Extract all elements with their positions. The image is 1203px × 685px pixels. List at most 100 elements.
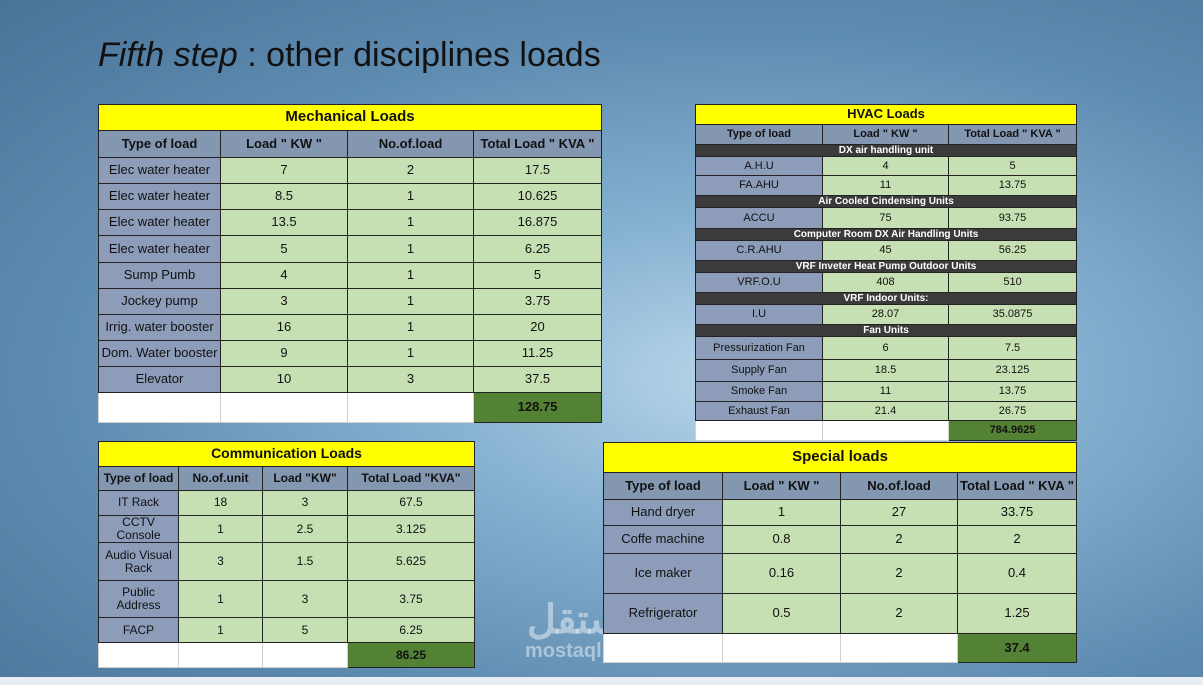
table-body: Special loads Type of load Load " KW " No.o… [603,442,1077,663]
table-row: 86.25 [98,642,476,669]
blank-cell [695,420,823,441]
value-cell: 10.625 [472,183,603,210]
table-row: Elec water heater 7 2 17.5 [98,157,603,184]
value-cell: 1 [347,314,474,341]
slide-title: Fifth step : other disciplines loads [98,36,601,75]
value-cell: 93.75 [947,207,1078,229]
value-cell: 11 [822,381,949,402]
table-row: Jockey pump 3 1 3.75 [98,288,603,315]
label-cell: Elec water heater [98,235,221,263]
value-cell: 1 [178,617,263,644]
table-row: VRF.O.U 408 510 [695,272,1078,293]
table-title: Communication Loads [97,441,476,467]
column-header: No.of.load [840,472,958,500]
blank-cell [178,642,263,669]
value-cell: 2 [957,525,1077,554]
value-cell: 11.25 [472,340,603,367]
table-row: Communication Loads [97,441,476,467]
value-cell: 45 [822,240,949,261]
column-header: Load " KW " [722,472,841,500]
label-cell: A.H.U [695,156,823,176]
value-cell: 3 [262,580,348,619]
special-table: Special loads Type of load Load " KW " No.o… [603,442,1077,663]
value-cell: 0.16 [722,553,841,594]
total-cell: 128.75 [472,392,603,423]
hvac-table: HVAC Loads Type of load Load " KW " Total L… [694,104,1078,441]
table-row: 784.9625 [695,420,1078,441]
label-cell: Elevator [98,366,221,393]
value-cell: 56.25 [947,240,1078,261]
table-row: Fan Units [694,324,1078,337]
label-cell: Exhaust Fan [695,401,823,421]
label-cell: Jockey pump [98,288,221,315]
label-cell: C.R.AHU [695,240,823,261]
label-cell: Public Address [98,580,179,619]
table-row: Elevator 10 3 37.5 [98,366,603,393]
value-cell: 2 [347,157,474,184]
communication-table: Communication Loads Type of load No.of.uni… [97,441,476,669]
label-cell: Smoke Fan [695,381,823,402]
value-cell: 1 [347,340,474,367]
value-cell: 2.5 [262,514,348,544]
value-cell: 4 [220,262,348,289]
table-row: Elec water heater 8.5 1 10.625 [98,183,603,210]
table-row: 128.75 [98,392,603,423]
value-cell: 1 [347,235,474,263]
table-body: Communication Loads Type of load No.of.uni… [97,441,476,669]
total-cell: 86.25 [346,642,476,669]
label-cell: Elec water heater [98,183,221,210]
value-cell: 1.25 [957,593,1077,634]
total-cell: 784.9625 [947,420,1078,441]
value-cell: 3 [347,366,474,393]
table-title: HVAC Loads [694,104,1078,125]
title-italic: Fifth step [98,36,238,74]
table-title: Mechanical Loads [97,104,603,131]
label-cell: Refrigerator [603,593,723,634]
table-row: IT Rack 18 3 67.5 [98,490,476,516]
value-cell: 20 [472,314,603,341]
value-cell: 33.75 [957,499,1077,526]
table-title: Special loads [603,442,1077,473]
column-header: No.of.unit [178,466,263,491]
value-cell: 75 [822,207,949,229]
value-cell: 0.4 [957,553,1077,594]
table-row: C.R.AHU 45 56.25 [695,240,1078,261]
blank-cell [347,392,474,423]
value-cell: 23.125 [947,359,1078,382]
blank-cell [722,633,841,663]
label-cell: I.U [695,304,823,325]
value-cell: 6 [822,336,949,360]
value-cell: 37.5 [472,366,603,393]
blank-cell [220,392,348,423]
value-cell: 9 [220,340,348,367]
value-cell: 1 [178,580,263,619]
column-header: Type of load [98,130,221,158]
value-cell: 67.5 [346,490,476,516]
column-header: No.of.load [347,130,474,158]
column-header: Total Load " KVA " [957,472,1077,500]
column-header: Type of load [695,124,823,145]
value-cell: 7.5 [947,336,1078,360]
title-rest: : other disciplines loads [237,36,601,74]
label-cell: Ice maker [603,553,723,594]
label-cell: Dom. Water booster [98,340,221,367]
value-cell: 13.75 [947,175,1078,196]
value-cell: 3 [220,288,348,315]
table-row: Sump Pumb 4 1 5 [98,262,603,289]
blank-cell [98,392,221,423]
table-row: Air Cooled Cindensing Units [694,195,1078,208]
column-header: Type of load [98,466,179,491]
table-row: Supply Fan 18.5 23.125 [695,359,1078,382]
label-cell: Pressurization Fan [695,336,823,360]
table-row: VRF Indoor Units: [694,292,1078,305]
mechanical-table: Mechanical Loads Type of load Load " KW " N… [97,104,603,423]
value-cell: 4 [822,156,949,176]
label-cell: IT Rack [98,490,179,516]
value-cell: 1 [347,262,474,289]
table-row: Pressurization Fan 6 7.5 [695,336,1078,360]
table-row: Type of load Load " KW " No.of.load Total L… [603,472,1077,500]
value-cell: 1 [178,514,263,544]
table-body: Mechanical Loads Type of load Load " KW " N… [97,104,603,423]
value-cell: 26.75 [947,401,1078,421]
